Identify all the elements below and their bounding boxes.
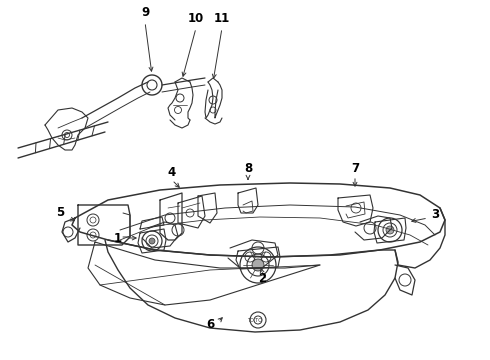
- Text: 2: 2: [258, 271, 266, 284]
- Text: 4: 4: [168, 166, 176, 179]
- Circle shape: [252, 259, 264, 271]
- Text: 8: 8: [244, 162, 252, 175]
- Text: 1: 1: [114, 231, 122, 244]
- Text: 3: 3: [431, 208, 439, 221]
- Text: 6: 6: [206, 319, 214, 332]
- Text: 10: 10: [188, 12, 204, 24]
- Circle shape: [149, 238, 155, 244]
- Circle shape: [386, 226, 394, 234]
- Text: TO TO: TO TO: [247, 318, 263, 323]
- Text: 9: 9: [141, 5, 149, 18]
- Text: 11: 11: [214, 12, 230, 24]
- Text: 5: 5: [56, 206, 64, 219]
- Text: 7: 7: [351, 162, 359, 175]
